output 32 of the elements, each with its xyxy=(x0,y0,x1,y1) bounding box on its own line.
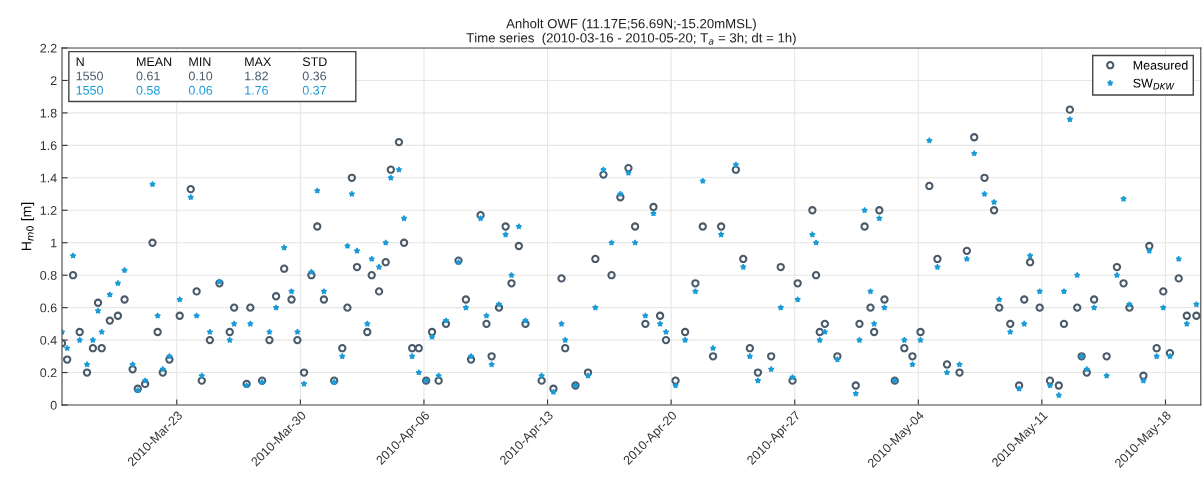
legend-label: SW$_{DKW}$ xyxy=(1133,78,1175,90)
annotation: 0.10 xyxy=(188,71,213,81)
legend-label: Measured xyxy=(1133,60,1188,70)
y-tick-label: 1.4 xyxy=(40,173,57,183)
y-axis-title: H$_{m0}$ [m] xyxy=(21,202,35,251)
annotation: 0.36 xyxy=(302,71,327,81)
y-tick-label: 0.4 xyxy=(40,335,57,345)
y-tick-label: 2 xyxy=(50,76,57,85)
y-tick-label: 1.6 xyxy=(40,141,57,151)
annotation: 1550 xyxy=(76,85,103,95)
y-tick-label: 2.2 xyxy=(40,43,57,53)
chart-subtitle: Time series (2010-03-16 - 2010-05-20; T$_{a}$ = 3h; dt = 1h) xyxy=(466,32,796,46)
annotation: MEAN xyxy=(137,57,172,66)
annotation: 0.61 xyxy=(136,71,160,81)
annotation: 0.37 xyxy=(302,85,326,95)
y-tick-label: 1.2 xyxy=(40,206,57,215)
y-tick-label: 0.2 xyxy=(40,368,57,378)
y-tick-label: 0 xyxy=(50,400,57,410)
y-tick-label: 1.8 xyxy=(40,108,57,118)
annotation: 0.06 xyxy=(188,85,213,95)
annotation: N xyxy=(76,57,84,66)
y-tick-label: 1 xyxy=(51,238,57,248)
annotation: 1.82 xyxy=(245,71,268,81)
annotation: MIN xyxy=(189,57,211,66)
annotation: 0.58 xyxy=(136,85,160,95)
annotation: MAX xyxy=(245,57,272,66)
annotation: 1550 xyxy=(76,71,103,81)
annotation: STD xyxy=(302,57,327,67)
annotation: 1.76 xyxy=(245,85,268,95)
y-tick-label: 0.6 xyxy=(40,303,57,313)
y-tick-label: 0.8 xyxy=(40,270,57,280)
chart-title: Anholt OWF (11.17E;56.69N;-15.20mMSL) xyxy=(506,18,756,31)
